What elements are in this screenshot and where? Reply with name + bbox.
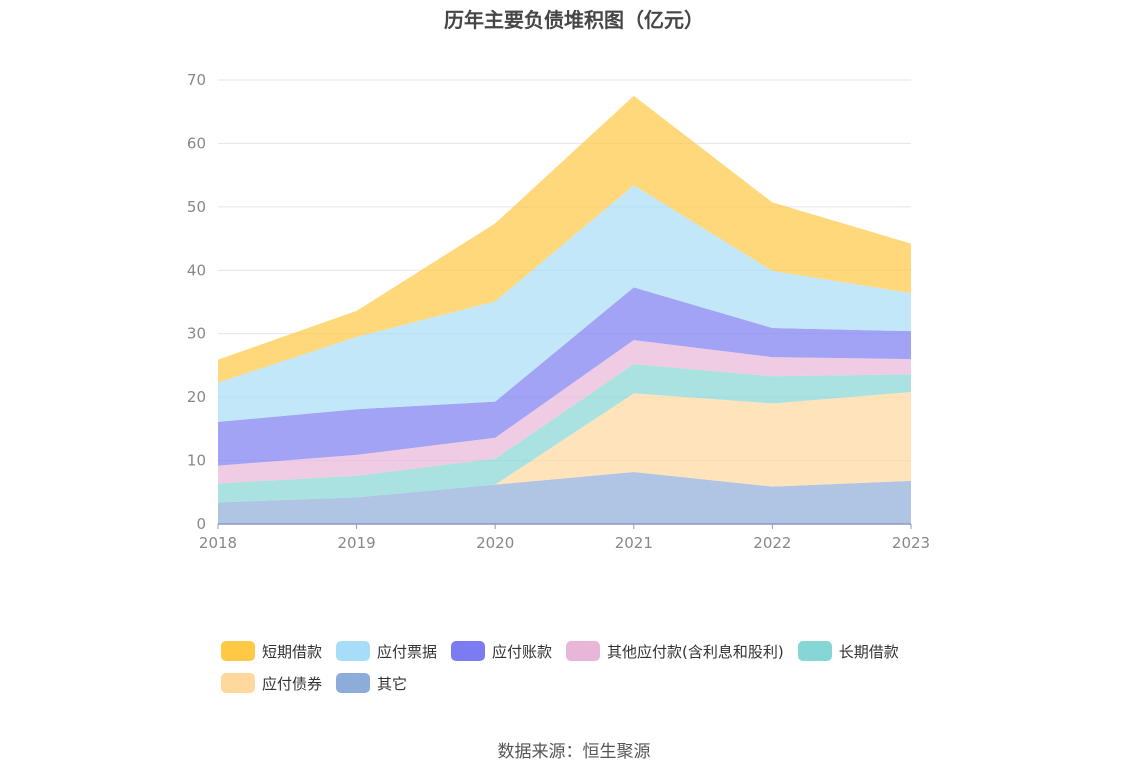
y-tick-label: 0 — [196, 515, 206, 533]
legend-label: 其他应付款(含利息和股利) — [607, 642, 784, 661]
legend-label: 应付票据 — [377, 642, 438, 661]
legend-item[interactable]: 应付债券 — [221, 672, 322, 694]
legend-item[interactable]: 应付票据 — [336, 640, 437, 662]
area-series-应付票据 — [218, 185, 911, 422]
y-tick-label: 40 — [187, 261, 206, 279]
area-series-长期借款 — [218, 364, 911, 503]
area-series-其他应付款(含利息和股利) — [218, 340, 911, 484]
x-tick-label: 2023 — [892, 534, 930, 552]
legend-swatch — [221, 641, 255, 661]
legend-item[interactable]: 长期借款 — [797, 640, 899, 662]
y-tick-label: 30 — [187, 325, 206, 343]
axes: 0 10 20 30 40 50 60 70 2018 2019 2020 2021 2022 2023 — [187, 71, 930, 552]
legend-swatch — [221, 673, 255, 693]
area-series-其它 — [218, 471, 911, 524]
y-tick-label: 20 — [187, 388, 206, 406]
source-note: 数据来源：恒生聚源 — [497, 742, 651, 762]
legend-item[interactable]: 应付账款 — [451, 640, 552, 662]
area-series — [218, 95, 911, 524]
legend-item[interactable]: 短期借款 — [221, 640, 322, 662]
legend-swatch — [336, 673, 371, 693]
y-tick-label: 10 — [187, 452, 206, 470]
x-tick-label: 2021 — [615, 534, 653, 552]
legend-label: 应付债券 — [262, 674, 323, 693]
legend-swatch — [451, 641, 486, 661]
x-tick-label: 2018 — [199, 534, 237, 552]
legend-item[interactable]: 其他应付款(含利息和股利) — [566, 640, 784, 662]
area-series-短期借款 — [218, 95, 911, 383]
chart-title: 历年主要负债堆积图（亿元） — [444, 8, 704, 32]
legend: 短期借款 应付票据 应付账款 其他应付款(含利息和股利) 长期借款应付债券 其它 — [221, 640, 981, 704]
legend-swatch — [797, 641, 832, 661]
legend-label: 短期借款 — [262, 642, 323, 661]
x-tick-label: 2020 — [476, 534, 514, 552]
area-series-应付账款 — [218, 287, 911, 466]
stacked-area-chart: 0 10 20 30 40 50 60 70 2018 2019 2020 2021 2022 2023 — [187, 71, 930, 552]
legend-swatch — [336, 641, 371, 661]
x-tick-label: 2022 — [753, 534, 791, 552]
legend-label: 长期借款 — [838, 642, 899, 661]
y-tick-label: 70 — [187, 71, 206, 89]
legend-swatch — [566, 641, 601, 661]
area-series-应付债券 — [218, 392, 911, 503]
legend-label: 其它 — [377, 674, 408, 693]
x-tick-label: 2019 — [338, 534, 376, 552]
legend-item[interactable]: 其它 — [336, 672, 407, 694]
legend-label: 应付账款 — [492, 642, 553, 661]
y-tick-label: 50 — [187, 198, 206, 216]
y-tick-label: 60 — [187, 134, 206, 152]
